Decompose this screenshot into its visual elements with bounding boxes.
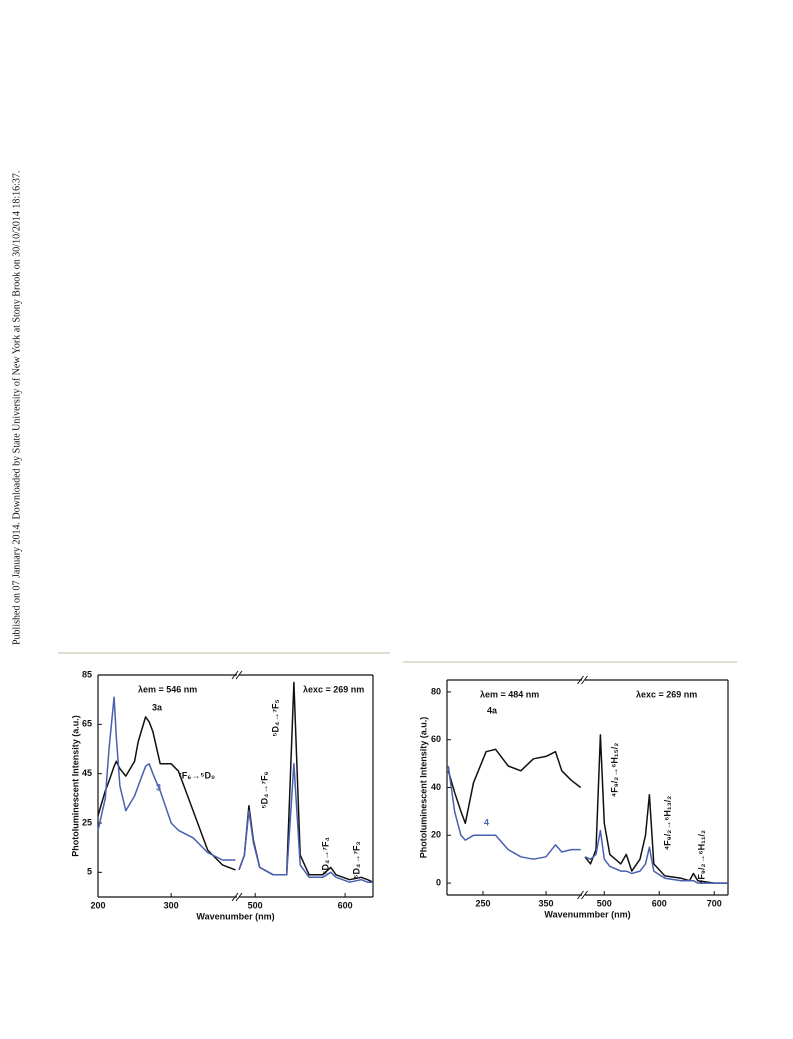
y-tick-label: 40	[431, 782, 441, 792]
y-tick-label: 20	[431, 830, 441, 840]
x-axis-title: Wavenummber (nm)	[544, 909, 630, 919]
y-tick-label: 0	[436, 877, 441, 887]
x-axis-title: Wavenumber (nm)	[196, 911, 274, 921]
series-label: 4	[484, 817, 489, 827]
x-tick-label: 250	[475, 898, 490, 908]
x-tick-label: 300	[164, 900, 179, 910]
y-tick-label: 60	[431, 734, 441, 744]
series-label: 3	[156, 782, 161, 792]
x-tick-label: 500	[597, 898, 612, 908]
annotation: ⁵D₄→⁷F₅	[270, 699, 280, 736]
x-tick-label: 700	[707, 898, 722, 908]
annotation: ⁴F₉/₂→⁶H₁₃/₂	[662, 796, 672, 851]
annotation: ⁴F₉/₂→⁶H₁₅/₂	[609, 743, 619, 798]
axis-break	[581, 675, 588, 685]
axis-break	[231, 670, 239, 680]
series-label: 3a	[152, 702, 163, 712]
y-tick-label: 45	[82, 768, 92, 778]
x-tick-label: 500	[248, 900, 263, 910]
axis-break	[577, 675, 584, 685]
axis-break	[231, 892, 239, 902]
series-line	[97, 696, 373, 883]
y-tick-label: 80	[431, 686, 441, 696]
x-tick-label: 200	[90, 900, 105, 910]
series-line	[447, 734, 728, 884]
annotation: ⁵D₄→⁷F₄	[320, 837, 330, 875]
axis-break	[235, 892, 243, 902]
annotation: ⁴F₉/₂→⁶H₁₁/₂	[696, 830, 706, 884]
y-tick-label: 5	[87, 867, 92, 877]
y-tick-label: 85	[82, 669, 92, 679]
side-note: Published on 07 January 2014. Downloaded…	[11, 171, 22, 645]
x-tick-label: 600	[338, 900, 353, 910]
x-tick-label: 350	[539, 898, 554, 908]
annotation: λem = 484 nm	[480, 689, 539, 699]
y-axis-title: Photoluminescent Intensity (a.u.)	[418, 717, 428, 859]
annotation: λexc = 269 nm	[303, 684, 364, 694]
axis-break	[581, 890, 588, 900]
axis-break	[577, 890, 584, 900]
annotation: ⁵D₄→⁷F₆	[259, 771, 269, 808]
annotation: ⁷F₆→⁵D₀	[178, 770, 215, 780]
annotation: ⁵D₄→⁷F₃	[351, 841, 361, 878]
series-line	[447, 765, 728, 884]
y-tick-label: 25	[82, 817, 92, 827]
axis-break	[235, 670, 243, 680]
y-axis-title: Photoluminescent Intensity (a.u.)	[70, 715, 80, 857]
y-tick-label: 65	[82, 719, 92, 729]
annotation: λexc = 269 nm	[636, 689, 697, 699]
series-label: 4a	[487, 705, 498, 715]
annotation: λem = 546 nm	[138, 684, 197, 694]
x-tick-label: 600	[652, 898, 667, 908]
